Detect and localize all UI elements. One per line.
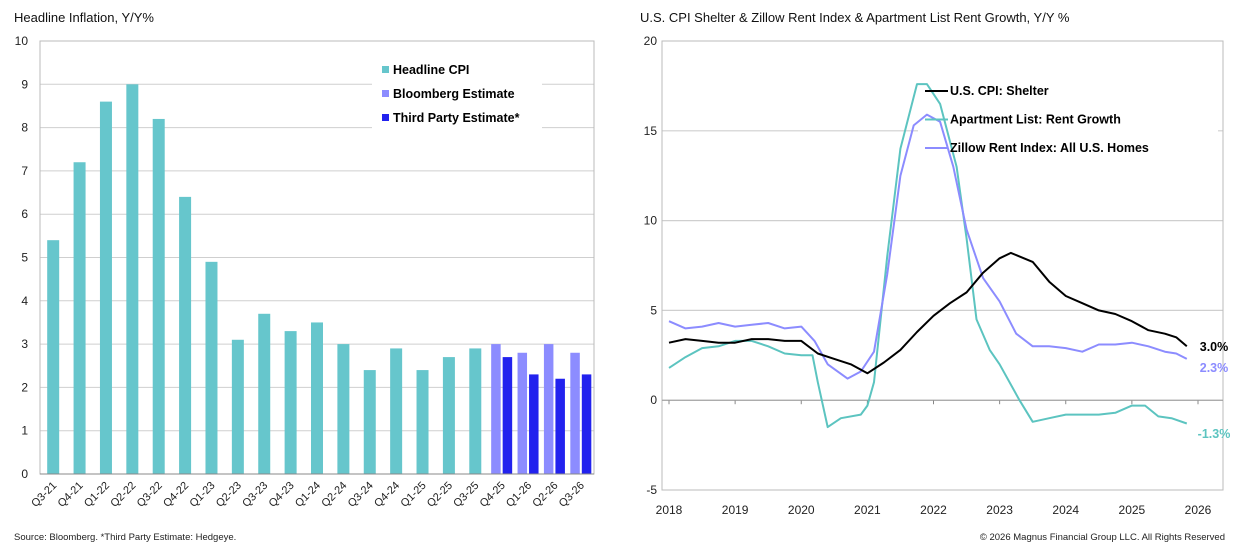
y-tick-label: 15 bbox=[644, 124, 658, 138]
end-value-label: -1.3% bbox=[1198, 427, 1231, 441]
x-tick-label: Q3-25 bbox=[451, 480, 481, 510]
x-tick-label: 2025 bbox=[1119, 503, 1146, 517]
legend-label: Headline CPI bbox=[393, 63, 469, 77]
y-tick-label: 10 bbox=[15, 34, 29, 48]
bar-headline-cpi-Q2-25 bbox=[442, 357, 455, 474]
y-tick-label: 20 bbox=[644, 34, 658, 48]
right-chart-title: U.S. CPI Shelter & Zillow Rent Index & A… bbox=[640, 10, 1070, 25]
y-tick-label: -5 bbox=[646, 483, 657, 497]
x-tick-label: Q1-23 bbox=[187, 480, 217, 510]
x-tick-label: Q2-25 bbox=[425, 480, 455, 510]
bar-headline-cpi-Q1-25 bbox=[416, 370, 429, 474]
y-tick-label: 4 bbox=[21, 294, 28, 308]
x-tick-label: Q1-25 bbox=[399, 480, 429, 510]
x-tick-label: Q3-22 bbox=[135, 480, 165, 510]
bar-third-party-estimate--Q1-26 bbox=[529, 374, 539, 474]
bar-headline-cpi-Q4-22 bbox=[179, 196, 192, 474]
left-chart-title: Headline Inflation, Y/Y% bbox=[14, 10, 154, 25]
bar-headline-cpi-Q4-21 bbox=[73, 162, 86, 475]
bar-bloomberg-estimate-Q4-25 bbox=[491, 344, 501, 474]
x-tick-label: 2023 bbox=[986, 503, 1013, 517]
legend-box bbox=[918, 76, 1218, 160]
y-tick-label: 7 bbox=[21, 164, 28, 178]
y-tick-label: 2 bbox=[21, 380, 28, 394]
x-tick-label: Q2-22 bbox=[108, 480, 138, 510]
y-tick-label: 0 bbox=[650, 393, 657, 407]
line-u-s-cpi-shelter bbox=[668, 251, 1188, 375]
line-zillow-rent-index-all-u-s-homes bbox=[668, 113, 1188, 380]
legend-box bbox=[372, 60, 542, 132]
x-tick-label: Q3-21 bbox=[29, 480, 59, 510]
x-tick-label: Q4-23 bbox=[267, 480, 297, 510]
x-tick-label: Q4-22 bbox=[161, 480, 191, 510]
legend-swatch bbox=[382, 114, 389, 121]
bar-headline-cpi-Q4-23 bbox=[284, 331, 297, 474]
x-tick-label: Q1-26 bbox=[504, 480, 534, 510]
x-tick-label: 2024 bbox=[1052, 503, 1079, 517]
legend-swatch bbox=[382, 90, 389, 97]
y-tick-label: 5 bbox=[21, 251, 28, 265]
x-tick-label: Q4-21 bbox=[56, 480, 86, 510]
bar-headline-cpi-Q3-25 bbox=[469, 348, 482, 474]
bar-headline-cpi-Q4-24 bbox=[390, 348, 403, 474]
bar-bloomberg-estimate-Q2-26 bbox=[543, 344, 554, 474]
x-tick-label: Q1-24 bbox=[293, 480, 323, 510]
x-tick-label: Q2-23 bbox=[214, 480, 244, 510]
x-tick-label: 2021 bbox=[854, 503, 881, 517]
end-value-label: 3.0% bbox=[1200, 340, 1229, 354]
x-tick-label: Q1-22 bbox=[82, 480, 112, 510]
x-tick-label: 2018 bbox=[656, 503, 683, 517]
legend-swatch bbox=[382, 66, 389, 73]
x-tick-label: 2020 bbox=[788, 503, 815, 517]
bar-headline-cpi-Q3-24 bbox=[363, 370, 376, 474]
bar-headline-cpi-Q3-22 bbox=[152, 118, 165, 474]
bar-headline-cpi-Q3-23 bbox=[258, 313, 271, 474]
x-tick-label: Q3-24 bbox=[346, 480, 376, 510]
right-footnote: © 2026 Magnus Financial Group LLC. All R… bbox=[980, 532, 1225, 543]
legend-label: U.S. CPI: Shelter bbox=[950, 84, 1049, 98]
end-value-label: 2.3% bbox=[1200, 361, 1229, 375]
y-tick-label: 3 bbox=[21, 337, 28, 351]
plot-frame bbox=[661, 40, 1224, 491]
x-tick-label: Q2-24 bbox=[319, 480, 349, 510]
bar-headline-cpi-Q2-24 bbox=[337, 344, 350, 474]
x-tick-label: Q4-25 bbox=[478, 480, 508, 510]
x-tick-label: Q3-23 bbox=[240, 480, 270, 510]
x-tick-label: Q4-24 bbox=[372, 480, 402, 510]
bar-third-party-estimate--Q4-25 bbox=[502, 357, 513, 474]
bar-headline-cpi-Q2-22 bbox=[126, 84, 139, 475]
y-tick-label: 10 bbox=[644, 214, 658, 228]
bar-headline-cpi-Q2-23 bbox=[231, 339, 244, 474]
y-tick-label: 1 bbox=[21, 424, 28, 438]
bar-third-party-estimate--Q3-26 bbox=[581, 374, 592, 474]
line-apartment-list-rent-growth bbox=[668, 83, 1188, 429]
x-tick-label: 2026 bbox=[1185, 503, 1212, 517]
y-tick-label: 9 bbox=[21, 77, 28, 91]
x-tick-label: 2019 bbox=[722, 503, 749, 517]
bar-bloomberg-estimate-Q1-26 bbox=[517, 352, 528, 474]
bar-third-party-estimate--Q2-26 bbox=[555, 378, 565, 474]
legend-label: Apartment List: Rent Growth bbox=[950, 113, 1121, 127]
bar-headline-cpi-Q3-21 bbox=[47, 240, 60, 474]
x-tick-label: Q3-26 bbox=[557, 480, 587, 510]
bar-headline-cpi-Q1-22 bbox=[99, 101, 112, 475]
x-tick-label: 2022 bbox=[920, 503, 947, 517]
bar-headline-cpi-Q1-24 bbox=[311, 322, 323, 474]
bar-bloomberg-estimate-Q3-26 bbox=[570, 352, 580, 474]
y-tick-label: 6 bbox=[21, 207, 28, 221]
left-footnote: Source: Bloomberg. *Third Party Estimate… bbox=[14, 532, 236, 543]
legend-label: Third Party Estimate* bbox=[393, 111, 520, 125]
y-tick-label: 8 bbox=[21, 121, 28, 135]
y-tick-label: 0 bbox=[21, 467, 28, 481]
legend-label: Zillow Rent Index: All U.S. Homes bbox=[950, 141, 1149, 155]
x-tick-label: Q2-26 bbox=[530, 480, 560, 510]
legend-label: Bloomberg Estimate bbox=[393, 87, 515, 101]
bar-headline-cpi-Q1-23 bbox=[205, 261, 218, 474]
y-tick-label: 5 bbox=[650, 303, 657, 317]
